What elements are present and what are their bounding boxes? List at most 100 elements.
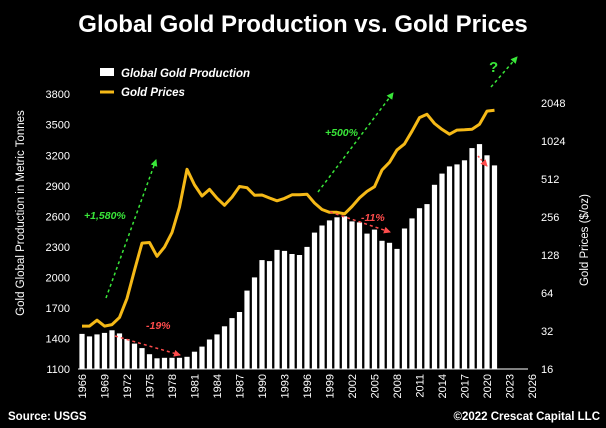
annotation-question: ? — [489, 59, 498, 76]
production-bar — [296, 255, 303, 369]
production-bar — [116, 333, 123, 369]
y-left-tick-label: 2300 — [46, 242, 70, 254]
x-tick-label: 2002 — [347, 374, 359, 398]
legend-swatch-production — [100, 68, 114, 76]
production-bar — [341, 216, 348, 369]
annotation-minus-11: -11% — [361, 212, 385, 224]
production-bar — [311, 232, 318, 369]
arrow-up-500 — [317, 92, 394, 193]
production-bar — [184, 356, 190, 369]
production-bar — [94, 334, 100, 369]
x-tick-label: 2014 — [437, 374, 449, 398]
y-left-tick-label: 2000 — [46, 272, 70, 284]
arrow-down-19 — [114, 335, 181, 357]
production-bar — [394, 248, 400, 369]
production-bar — [461, 160, 468, 369]
annotation-minus-19: -19% — [146, 320, 171, 332]
production-bar — [266, 261, 273, 369]
chart-title: Global Gold Production vs. Gold Prices — [78, 11, 527, 38]
production-bar — [439, 173, 445, 369]
x-tick-label: 1999 — [325, 374, 337, 398]
x-tick-label: 1966 — [77, 374, 89, 398]
legend: Global Gold Production Gold Prices — [100, 68, 250, 99]
production-bar — [491, 165, 498, 369]
production-bar — [176, 357, 183, 369]
y-right-tick-label: 512 — [541, 174, 559, 186]
production-bar — [101, 332, 108, 369]
y-axis-right-label: Gold Prices ($/oz) — [579, 194, 591, 286]
production-bar — [214, 334, 220, 369]
production-bar — [281, 250, 288, 369]
y-left-tick-label: 1700 — [46, 303, 70, 315]
y-left-tick-label: 2900 — [46, 181, 70, 193]
production-bar — [386, 242, 393, 369]
production-bar — [236, 312, 243, 369]
production-bar — [379, 240, 385, 370]
production-bar — [79, 333, 85, 369]
x-tick-label: 1969 — [100, 374, 112, 398]
production-bar — [221, 326, 228, 370]
production-bar — [424, 204, 430, 369]
production-bar — [191, 351, 198, 369]
x-tick-label: 1972 — [122, 374, 134, 398]
x-tick-label: 2026 — [527, 374, 539, 398]
x-tick-label: 1996 — [302, 374, 314, 398]
production-bar — [131, 343, 138, 369]
x-tick-label: 1975 — [145, 374, 157, 398]
y-right-tick-label: 16 — [541, 364, 553, 376]
annotation-plus-500: +500% — [325, 127, 359, 139]
production-bar — [124, 339, 130, 369]
production-bar — [289, 254, 295, 369]
y-left-tick-label: 3800 — [46, 89, 70, 101]
gold-price-line — [82, 108, 495, 328]
y-left-tick-label: 1400 — [46, 334, 70, 346]
production-bar — [431, 184, 438, 369]
x-tick-label: 1978 — [167, 374, 179, 398]
production-bar — [454, 164, 460, 369]
x-tick-label: 1990 — [257, 374, 269, 398]
x-tick-label: 1984 — [212, 374, 224, 398]
production-bar — [484, 155, 490, 370]
copyright-text: ©2022 Crescat Capital LLC — [453, 411, 600, 423]
y-left-tick-label: 3500 — [46, 120, 70, 132]
production-bar — [139, 348, 145, 369]
y-right-tick-label: 128 — [541, 250, 559, 262]
production-bar — [229, 318, 235, 369]
y-right-tick-label: 2048 — [541, 98, 565, 110]
x-tick-label: 2011 — [415, 374, 427, 398]
production-bar — [446, 166, 453, 369]
production-bar — [334, 217, 340, 369]
production-bar — [476, 144, 483, 369]
production-bar — [349, 221, 355, 369]
production-bar — [154, 358, 160, 369]
y-right-tick-label: 32 — [541, 326, 553, 338]
production-bar — [109, 330, 115, 369]
y-axis-left-label: Gold Global Production in Metric Tonnes — [15, 110, 27, 316]
production-bar — [319, 225, 325, 369]
x-tick-label: 2020 — [482, 374, 494, 398]
x-tick-label: 2008 — [392, 374, 404, 398]
production-bar — [371, 229, 378, 369]
legend-label-production: Global Gold Production — [121, 68, 250, 80]
production-bar — [304, 246, 310, 369]
production-bar — [251, 277, 258, 369]
x-tick-label: 1987 — [235, 374, 247, 398]
x-tick-label: 2005 — [370, 374, 382, 398]
y-right-tick-label: 64 — [541, 288, 553, 300]
x-tick-label: 1981 — [190, 374, 202, 398]
x-tick-label: 2023 — [505, 374, 517, 398]
source-text: Source: USGS — [8, 411, 87, 423]
annotation-plus-1580: +1,580% — [84, 210, 126, 222]
production-bar — [206, 339, 213, 369]
y-left-tick-label: 2600 — [46, 211, 70, 223]
arrow-down-11 — [329, 211, 391, 234]
y-left-tick-label: 1100 — [46, 364, 70, 376]
production-bar — [161, 357, 168, 369]
production-bar — [416, 208, 423, 369]
arrow-up-1580 — [105, 159, 158, 299]
x-tick-label: 1993 — [280, 374, 292, 398]
production-bar — [146, 354, 153, 369]
x-tick-label: 2017 — [460, 374, 472, 398]
y-left-tick-label: 3200 — [46, 150, 70, 162]
